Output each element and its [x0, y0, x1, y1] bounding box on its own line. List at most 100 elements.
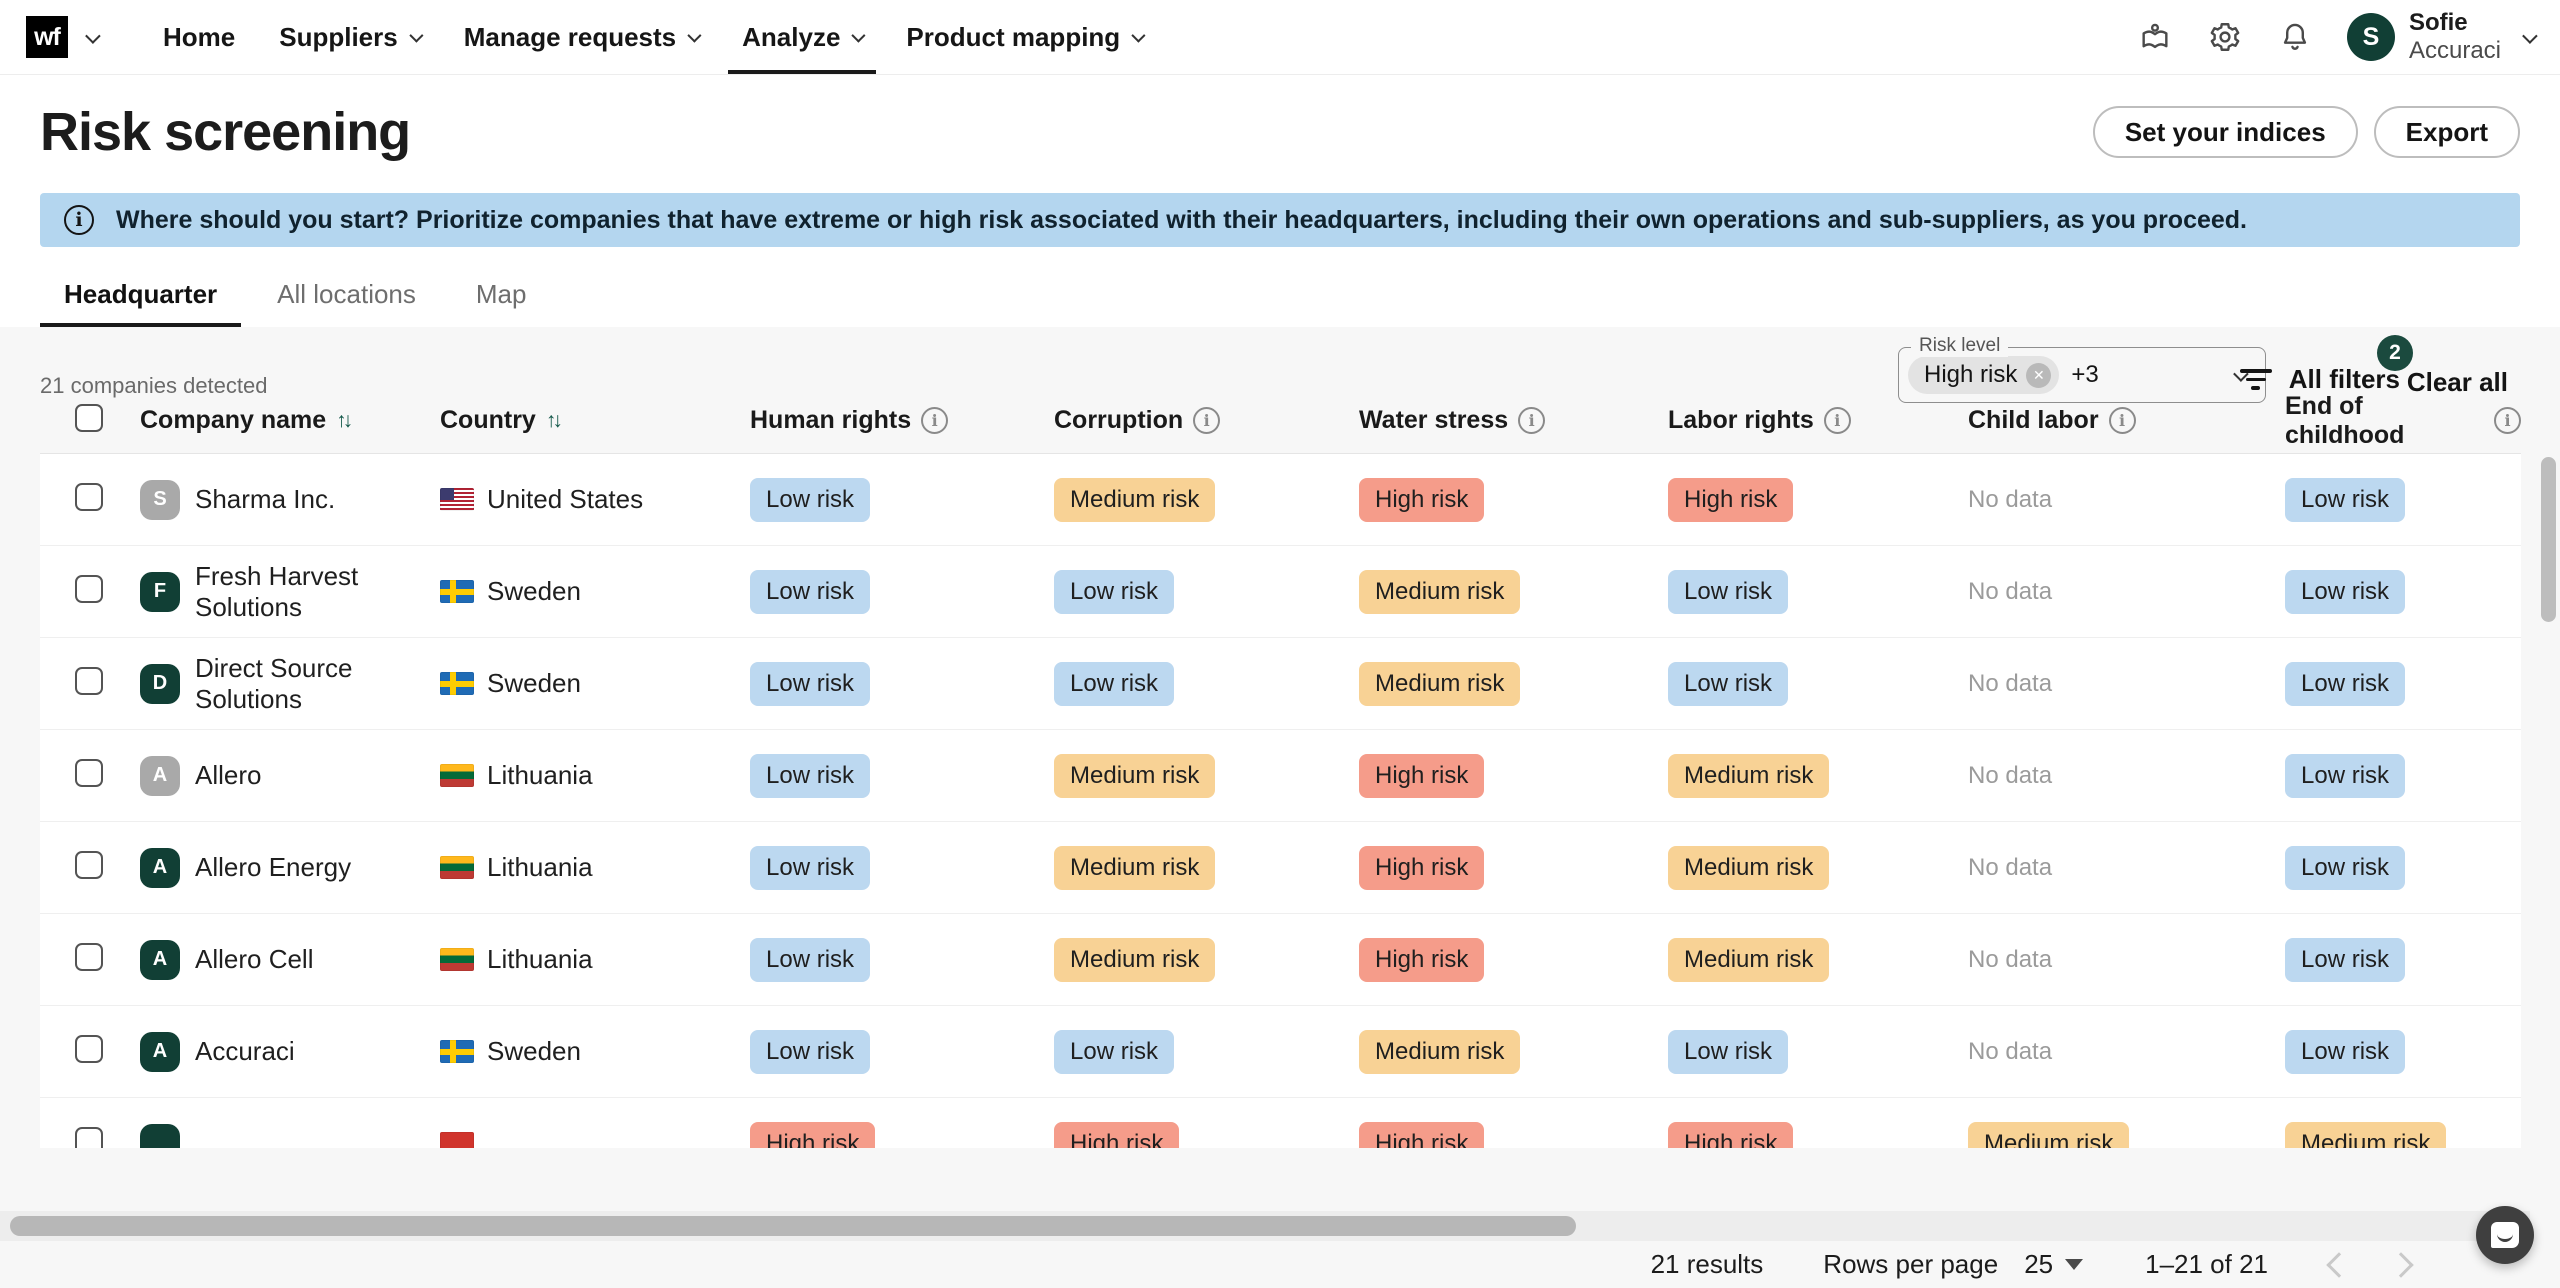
info-icon[interactable] [921, 407, 948, 434]
risk-badge: Medium risk [1668, 754, 1829, 798]
row-checkbox[interactable] [75, 759, 103, 787]
country-name: Sweden [487, 1036, 581, 1067]
company-avatar: A [140, 756, 180, 796]
row-checkbox[interactable] [75, 483, 103, 511]
tab-all-locations[interactable]: All locations [275, 275, 418, 327]
country-flag-icon [440, 672, 474, 695]
page-header: Risk screening Set your indices Export [0, 75, 2560, 163]
info-icon[interactable] [1193, 407, 1220, 434]
row-checkbox[interactable] [75, 1127, 103, 1148]
risk-badge: Low risk [2285, 662, 2405, 706]
page-title: Risk screening [40, 101, 410, 163]
row-checkbox[interactable] [75, 1035, 103, 1063]
chevron-down-icon [409, 29, 423, 43]
info-icon[interactable] [2494, 407, 2521, 434]
brand-chevron-down-icon[interactable] [85, 28, 101, 44]
info-icon[interactable] [1824, 407, 1851, 434]
results-count: 21 results [1651, 1249, 1764, 1280]
table-row[interactable]: FFresh Harvest Solutions Sweden Low risk… [40, 546, 2521, 638]
nav-item-product-mapping[interactable]: Product mapping [884, 0, 1164, 74]
row-checkbox[interactable] [75, 667, 103, 695]
column-label-end-of-childhood: End of childhood [2285, 392, 2484, 450]
column-label-country: Country [440, 406, 536, 435]
company-avatar: F [140, 572, 180, 612]
risk-level-label: Risk level [1911, 335, 2008, 357]
table-row[interactable]: AAccuraci Sweden Low risk Low risk Mediu… [40, 1006, 2521, 1098]
all-filters-label: All filters [2289, 364, 2400, 395]
info-icon[interactable] [2109, 407, 2136, 434]
tab-map[interactable]: Map [474, 275, 529, 327]
previous-page-button[interactable] [2326, 1252, 2351, 1277]
table-row-partial[interactable]: High risk High risk High risk High risk … [40, 1098, 2521, 1148]
risk-badge: Medium risk [1668, 938, 1829, 982]
risk-badge: Low risk [750, 1030, 870, 1074]
next-page-button[interactable] [2388, 1252, 2413, 1277]
sort-icon[interactable] [336, 409, 353, 433]
chevron-down-icon [2522, 28, 2538, 44]
risk-badge: No data [1968, 846, 2068, 890]
set-your-indices-button[interactable]: Set your indices [2093, 106, 2358, 158]
tab-headquarter[interactable]: Headquarter [62, 275, 219, 327]
view-tabs: Headquarter All locations Map [62, 275, 2560, 327]
risk-badge: Low risk [750, 938, 870, 982]
sort-icon[interactable] [546, 409, 563, 433]
table-row[interactable]: AAllero Lithuania Low risk Medium risk H… [40, 730, 2521, 822]
risk-badge: Low risk [750, 478, 870, 522]
nav-item-home[interactable]: Home [141, 0, 257, 74]
clear-all-button[interactable]: Clear all [2407, 367, 2508, 398]
risk-badge: Medium risk [1359, 662, 1520, 706]
risk-badge: Medium risk [1668, 846, 1829, 890]
export-button[interactable]: Export [2374, 106, 2520, 158]
all-filters-button[interactable]: All filters [2239, 364, 2400, 395]
nav-label: Suppliers [279, 22, 397, 53]
nav-item-analyze[interactable]: Analyze [720, 0, 884, 74]
risk-badge: Low risk [2285, 570, 2405, 614]
knowledge-base-icon[interactable] [2137, 19, 2173, 55]
horizontal-scrollbar[interactable] [0, 1211, 2530, 1241]
risk-filter-chip[interactable]: High risk [1908, 356, 2059, 394]
info-banner-text: Where should you start? Prioritize compa… [116, 206, 2247, 235]
table-row[interactable]: DDirect Source Solutions Sweden Low risk… [40, 638, 2521, 730]
chat-launcher-button[interactable] [2476, 1206, 2534, 1264]
rows-per-page-select[interactable]: Rows per page 25 [1823, 1249, 2083, 1280]
table-row[interactable]: AAllero Energy Lithuania Low risk Medium… [40, 822, 2521, 914]
company-avatar: D [140, 664, 180, 704]
column-label-water-stress: Water stress [1359, 406, 1508, 435]
column-label-human-rights: Human rights [750, 406, 911, 435]
country-flag-icon [440, 1040, 474, 1063]
vertical-scrollbar-thumb[interactable] [2541, 457, 2556, 622]
user-menu[interactable]: S Sofie Accuraci [2347, 9, 2534, 64]
risk-badge: Low risk [750, 570, 870, 614]
chip-remove-icon[interactable] [2026, 363, 2051, 388]
row-checkbox[interactable] [75, 575, 103, 603]
risk-badge: High risk [1359, 846, 1484, 890]
country-flag-icon [440, 856, 474, 879]
risk-badge: Low risk [2285, 846, 2405, 890]
bell-icon[interactable] [2277, 19, 2313, 55]
table-row[interactable]: AAllero Cell Lithuania Low risk Medium r… [40, 914, 2521, 1006]
risk-badge: Medium risk [1054, 938, 1215, 982]
nav-item-suppliers[interactable]: Suppliers [257, 0, 441, 74]
select-all-checkbox[interactable] [75, 404, 103, 432]
risk-badge: Low risk [2285, 938, 2405, 982]
risk-badge: No data [1968, 1030, 2068, 1074]
risk-level-select[interactable]: Risk level High risk +3 [1898, 347, 2266, 403]
row-checkbox[interactable] [75, 943, 103, 971]
info-icon[interactable] [1518, 407, 1545, 434]
brand-logo[interactable]: wf [26, 16, 68, 58]
navbar-right: S Sofie Accuraci [2137, 9, 2534, 64]
column-label-company-name: Company name [140, 406, 326, 435]
gear-icon[interactable] [2207, 19, 2243, 55]
table-section: 21 companies detected Risk level High ri… [0, 327, 2560, 1288]
risk-badge: High risk [750, 1122, 875, 1149]
horizontal-scrollbar-thumb[interactable] [10, 1216, 1576, 1236]
nav-item-manage-requests[interactable]: Manage requests [442, 0, 720, 74]
country-name: United States [487, 484, 643, 515]
rows-per-page-label: Rows per page [1823, 1249, 1998, 1280]
risk-badge: Medium risk [2285, 1122, 2446, 1149]
row-checkbox[interactable] [75, 851, 103, 879]
rows-per-page-value: 25 [2024, 1249, 2053, 1280]
chevron-down-icon [852, 29, 866, 43]
chat-bubble-icon [2491, 1222, 2519, 1248]
table-row[interactable]: SSharma Inc. United States Low risk Medi… [40, 454, 2521, 546]
